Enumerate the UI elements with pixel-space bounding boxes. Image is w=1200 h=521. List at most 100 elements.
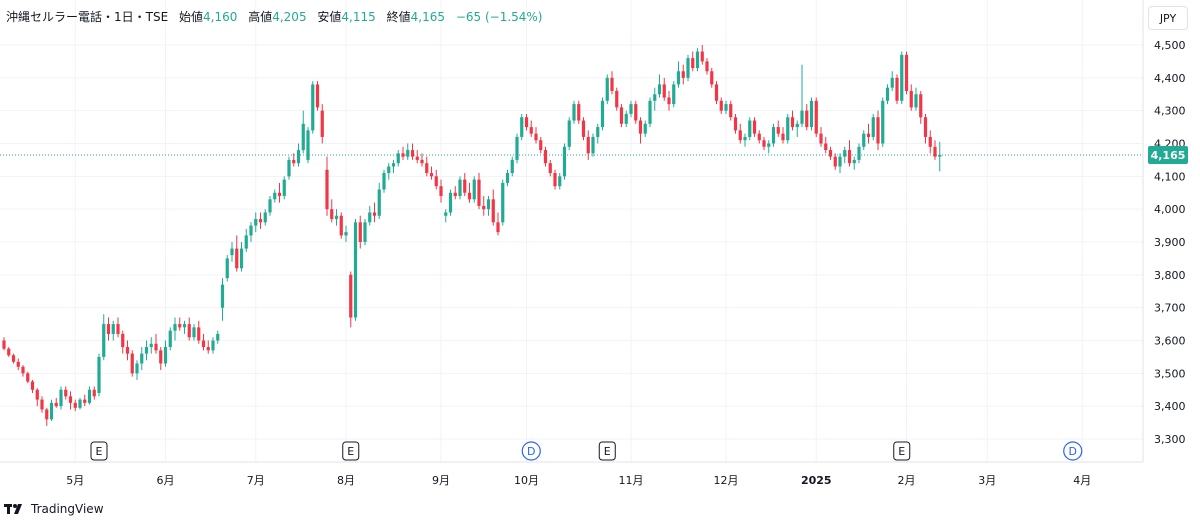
dividend-marker: D (1063, 441, 1083, 461)
candle-down (125, 340, 130, 361)
candle-body (11, 355, 16, 362)
dividend-marker-letter: D (527, 445, 535, 458)
candle-up (695, 48, 700, 72)
candle-up (140, 347, 144, 371)
candle-up (263, 209, 267, 226)
candle-body (363, 222, 367, 242)
candle-up (653, 87, 657, 111)
candle-down (615, 87, 619, 111)
candle-body (320, 110, 324, 137)
candle-body (406, 150, 410, 157)
candle-body (762, 140, 766, 147)
candle-body (733, 117, 738, 131)
candle-up (743, 133, 747, 147)
candle-up (748, 117, 752, 141)
candle-up (168, 327, 172, 351)
candle-down (733, 113, 738, 134)
candle-down (577, 100, 581, 124)
candle-up (377, 182, 381, 220)
candle-down (729, 100, 733, 121)
candle-up (938, 141, 942, 172)
candle-down (876, 110, 880, 151)
candle-body (900, 54, 904, 101)
time-tick-label: 12月 (714, 474, 739, 487)
candle-body (814, 100, 818, 134)
candle-up (311, 81, 315, 134)
candle-down (83, 394, 87, 407)
candle-body (667, 97, 671, 105)
tradingview-logo[interactable]: TradingView (4, 502, 104, 516)
candle-body (790, 117, 795, 128)
candle-up (149, 337, 153, 354)
currency-button[interactable]: JPY (1148, 6, 1188, 30)
candle-down (7, 347, 11, 357)
candle-body (572, 104, 576, 121)
candle-down (315, 81, 320, 111)
symbol-title[interactable]: 沖縄セルラー電話・1日・TSE (6, 10, 169, 24)
candle-down (30, 379, 35, 394)
candle-body (401, 153, 405, 157)
candle-up (225, 255, 229, 282)
candle-up (572, 100, 576, 124)
earnings-marker: E (90, 441, 108, 461)
price-tick-label: 3,800 (1154, 269, 1186, 282)
candle-body (201, 340, 206, 348)
candle-down (54, 397, 58, 408)
candle-up (249, 222, 253, 242)
change-value: −65 (−1.54%) (455, 10, 543, 24)
candle-down (719, 97, 723, 114)
candle-down (106, 317, 111, 341)
candle-down (425, 156, 429, 177)
candle-body (624, 113, 628, 124)
candle-up (444, 209, 448, 223)
candle-body (786, 117, 790, 141)
candle-up (382, 169, 386, 193)
candle-down (762, 136, 766, 151)
candle-body (885, 87, 890, 101)
candle-body (876, 117, 880, 144)
candle-up (558, 173, 562, 190)
candle-up (786, 113, 790, 144)
candle-body (230, 248, 234, 256)
candle-body (662, 84, 666, 98)
candle-body (800, 110, 804, 124)
candle-body (847, 150, 852, 164)
candle-body (881, 100, 885, 144)
candle-down (539, 136, 543, 154)
candle-down (339, 212, 343, 239)
candle-down (619, 104, 624, 128)
candle-up (182, 320, 187, 334)
candle-up (624, 110, 628, 128)
candle-down (634, 100, 638, 124)
candle-up (458, 176, 462, 200)
candle-body (600, 100, 605, 128)
candle-up (501, 179, 505, 226)
candle-body (358, 222, 362, 242)
candle-body (225, 258, 229, 279)
candle-body (771, 127, 776, 144)
price-axis[interactable]: 3,300 3,400 3,500 3,600 3,700 3,800 3,900 4,000… (1154, 39, 1186, 446)
candle-body (78, 399, 82, 408)
candle-body (857, 146, 861, 160)
candle-body (472, 179, 476, 200)
candle-body (106, 324, 111, 334)
candle-body (444, 212, 448, 216)
candle-body (714, 84, 719, 101)
candle-up (676, 61, 681, 88)
price-tick-label: 3,300 (1154, 433, 1186, 446)
candle-down (201, 333, 206, 351)
candle-body (140, 353, 144, 364)
time-axis[interactable]: 5月 6月 7月 8月 9月 10月 11月 12月 2025 2月 3月 4月 (66, 474, 1091, 487)
candle-body (605, 77, 609, 101)
time-tick-label: 5月 (66, 474, 84, 487)
candle-body (59, 389, 63, 407)
candle-body (159, 350, 163, 364)
candle-up (510, 156, 514, 177)
candle-body (168, 330, 172, 348)
candle-body (87, 389, 92, 403)
candle-down (928, 130, 932, 154)
candle-up (363, 219, 367, 246)
candle-up (505, 169, 510, 187)
candle-body (197, 327, 201, 341)
candle-up (857, 143, 861, 164)
